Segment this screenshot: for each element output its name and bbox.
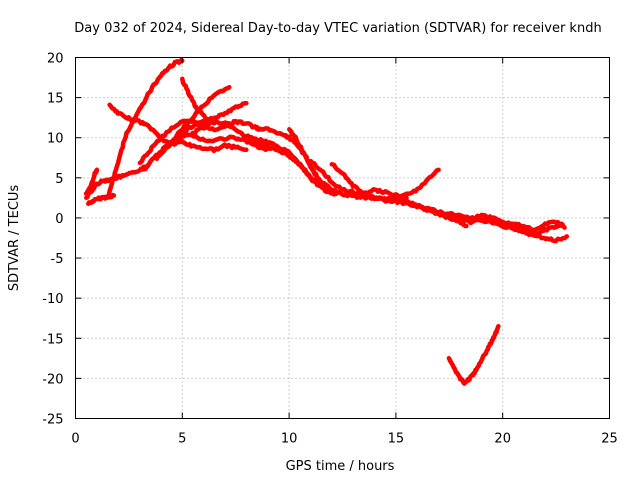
- series-arc-21: [457, 212, 567, 233]
- axes: 0 5 10 15 20 25 20 15 10 5 0 -5 -10 -15 -20 -25: [42, 52, 618, 447]
- y-tick-label: -25: [42, 413, 63, 428]
- x-axis-label: GPS time / hours: [286, 459, 395, 474]
- series-arc-18: [351, 191, 469, 229]
- y-tick-label: -10: [42, 292, 63, 307]
- y-tick-label: 10: [47, 132, 64, 147]
- x-tick-label: 5: [178, 432, 186, 447]
- series-arc-3: [83, 167, 100, 196]
- y-tick-label: 5: [55, 172, 63, 187]
- series-layer: [83, 57, 570, 386]
- series-arc-5: [107, 102, 249, 154]
- chart-title: Day 032 of 2024, Sidereal Day-to-day VTE…: [74, 21, 601, 36]
- y-tick-label: -20: [42, 372, 63, 387]
- series-arc-9: [158, 100, 249, 156]
- x-tick-label: 20: [494, 432, 511, 447]
- series-arc-10: [180, 76, 217, 126]
- series-arc-22: [446, 323, 501, 386]
- y-tick-label: -5: [51, 252, 64, 267]
- grid: [75, 57, 610, 419]
- y-tick-label: -15: [42, 332, 63, 347]
- x-tick-label: 0: [71, 432, 79, 447]
- series-arc-14: [287, 127, 324, 185]
- x-tick-label: 10: [281, 432, 298, 447]
- series-arc-4: [104, 57, 185, 200]
- y-axis-label: SDTVAR / TECUs: [7, 185, 22, 292]
- y-tick-label: 15: [47, 92, 64, 107]
- x-tick-label: 15: [388, 432, 405, 447]
- y-tick-label: 20: [47, 52, 64, 67]
- x-tick-label: 25: [601, 432, 618, 447]
- plot-frame: [75, 57, 610, 419]
- y-tick-label: 0: [55, 212, 63, 227]
